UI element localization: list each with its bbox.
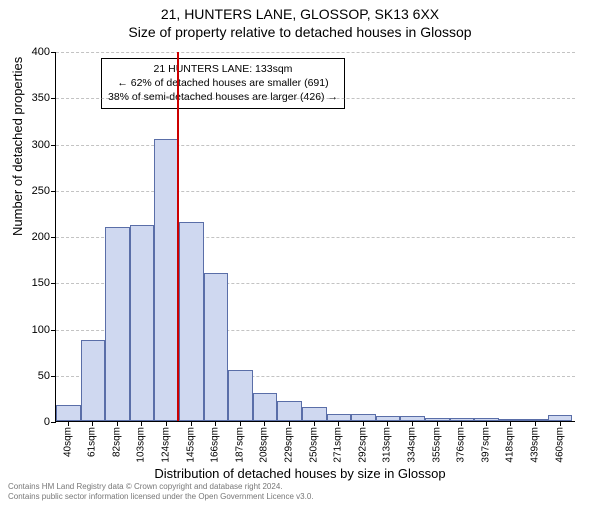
xtick-mark: [560, 421, 561, 426]
ytick-label: 0: [44, 416, 50, 428]
xtick-mark: [264, 421, 265, 426]
xtick-label: 460sqm: [554, 427, 565, 463]
ytick-label: 250: [32, 185, 50, 197]
gridline-h: [56, 98, 575, 99]
xtick-mark: [338, 421, 339, 426]
ytick-label: 50: [38, 370, 50, 382]
xtick-mark: [166, 421, 167, 426]
histogram-bar: [327, 414, 352, 421]
xtick-label: 334sqm: [407, 427, 418, 463]
xtick-label: 187sqm: [234, 427, 245, 463]
ytick-label: 200: [32, 231, 50, 243]
histogram-bar: [302, 407, 327, 421]
plot-area: 21 HUNTERS LANE: 133sqm ← 62% of detache…: [55, 52, 575, 422]
xtick-mark: [387, 421, 388, 426]
xtick-label: 82sqm: [111, 427, 122, 457]
xtick-label: 418sqm: [505, 427, 516, 463]
page-title-line2: Size of property relative to detached ho…: [0, 24, 600, 40]
xtick-label: 40sqm: [62, 427, 73, 457]
footer-line2: Contains public sector information licen…: [8, 492, 314, 502]
page-title-line1: 21, HUNTERS LANE, GLOSSOP, SK13 6XX: [0, 6, 600, 22]
ytick-label: 400: [32, 46, 50, 58]
xtick-mark: [314, 421, 315, 426]
ytick-mark: [51, 191, 56, 192]
xtick-label: 439sqm: [530, 427, 541, 463]
ytick-mark: [51, 237, 56, 238]
gridline-h: [56, 52, 575, 53]
ytick-mark: [51, 52, 56, 53]
histogram-bar: [351, 414, 376, 421]
xtick-mark: [215, 421, 216, 426]
histogram-bar: [56, 405, 81, 421]
xtick-mark: [535, 421, 536, 426]
xtick-mark: [363, 421, 364, 426]
xtick-mark: [92, 421, 93, 426]
histogram-bar: [105, 227, 130, 421]
ytick-mark: [51, 283, 56, 284]
ytick-label: 100: [32, 324, 50, 336]
annotation-line1: 21 HUNTERS LANE: 133sqm: [108, 62, 338, 76]
y-axis-label: Number of detached properties: [10, 57, 25, 236]
xtick-label: 271sqm: [333, 427, 344, 463]
xtick-label: 313sqm: [382, 427, 393, 463]
xtick-mark: [510, 421, 511, 426]
xtick-mark: [68, 421, 69, 426]
ytick-label: 300: [32, 139, 50, 151]
ytick-label: 150: [32, 277, 50, 289]
xtick-mark: [141, 421, 142, 426]
xtick-label: 250sqm: [308, 427, 319, 463]
histogram-bar: [179, 222, 204, 421]
annotation-line2: ← 62% of detached houses are smaller (69…: [108, 76, 338, 90]
xtick-label: 166sqm: [210, 427, 221, 463]
xtick-label: 208sqm: [259, 427, 270, 463]
footer-attribution: Contains HM Land Registry data © Crown c…: [8, 482, 314, 502]
histogram-bar: [277, 401, 302, 421]
xtick-mark: [437, 421, 438, 426]
ytick-mark: [51, 422, 56, 423]
histogram-bar: [154, 139, 179, 421]
histogram-chart: 21 HUNTERS LANE: 133sqm ← 62% of detache…: [55, 52, 575, 422]
xtick-label: 376sqm: [456, 427, 467, 463]
xtick-mark: [412, 421, 413, 426]
xtick-label: 355sqm: [431, 427, 442, 463]
xtick-mark: [240, 421, 241, 426]
annotation-box: 21 HUNTERS LANE: 133sqm ← 62% of detache…: [101, 58, 345, 109]
ytick-label: 350: [32, 92, 50, 104]
footer-line1: Contains HM Land Registry data © Crown c…: [8, 482, 314, 492]
xtick-mark: [289, 421, 290, 426]
gridline-h: [56, 191, 575, 192]
xtick-label: 397sqm: [480, 427, 491, 463]
histogram-bar: [130, 225, 155, 421]
x-axis-label: Distribution of detached houses by size …: [0, 466, 600, 481]
xtick-mark: [461, 421, 462, 426]
xtick-label: 61sqm: [87, 427, 98, 457]
histogram-bar: [253, 393, 278, 421]
ytick-mark: [51, 376, 56, 377]
xtick-mark: [117, 421, 118, 426]
xtick-label: 103sqm: [136, 427, 147, 463]
histogram-bar: [228, 370, 253, 421]
histogram-bar: [81, 340, 106, 421]
reference-line: [177, 52, 179, 421]
ytick-mark: [51, 330, 56, 331]
gridline-h: [56, 145, 575, 146]
xtick-mark: [486, 421, 487, 426]
xtick-label: 292sqm: [357, 427, 368, 463]
ytick-mark: [51, 98, 56, 99]
xtick-label: 124sqm: [161, 427, 172, 463]
histogram-bar: [204, 273, 229, 421]
ytick-mark: [51, 145, 56, 146]
xtick-label: 145sqm: [185, 427, 196, 463]
xtick-mark: [191, 421, 192, 426]
xtick-label: 229sqm: [284, 427, 295, 463]
